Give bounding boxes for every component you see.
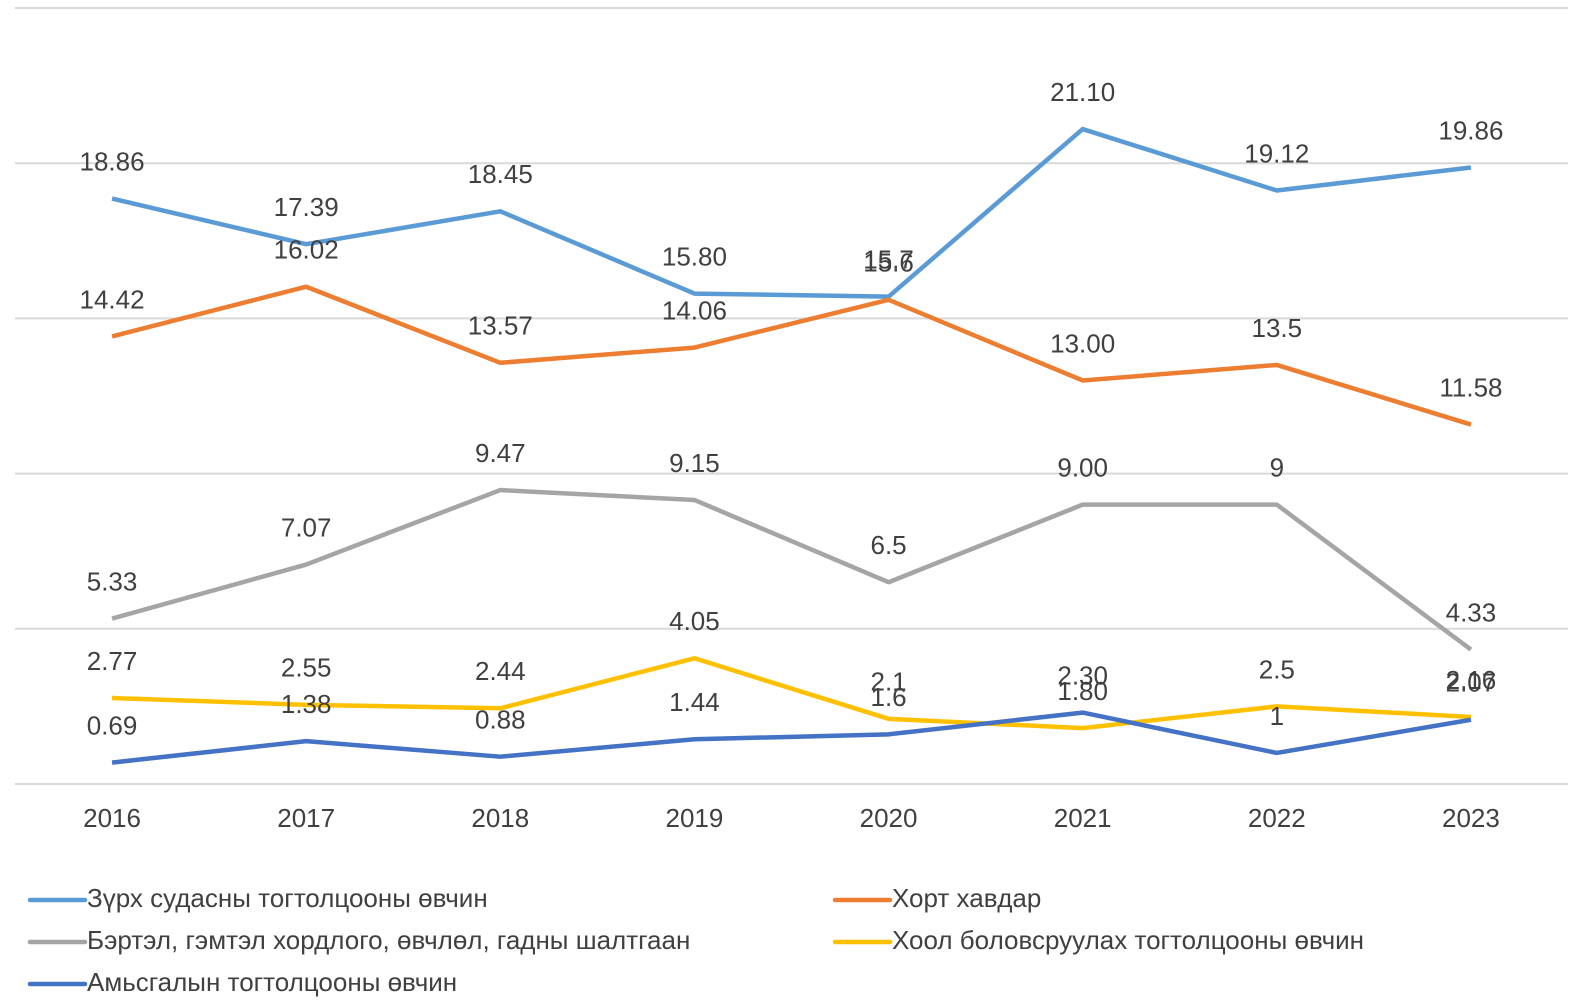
data-label: 0.88 <box>475 705 526 735</box>
data-label: 19.86 <box>1438 115 1503 145</box>
series-line <box>111 126 1472 299</box>
data-label: 17.39 <box>274 192 339 222</box>
data-label: 15.7 <box>863 245 914 275</box>
legend-label: Зүрх судасны тогтолцооны өвчин <box>87 883 488 913</box>
data-label: 9.15 <box>669 448 720 478</box>
data-label: 13.57 <box>468 311 533 341</box>
data-label: 1.44 <box>669 687 720 717</box>
data-label: 15.6 <box>863 248 914 278</box>
series-line <box>111 710 1472 765</box>
data-label: 7.07 <box>281 512 332 542</box>
data-label: 1 <box>1270 701 1284 731</box>
data-label: 4.05 <box>669 606 720 636</box>
data-label: 1.6 <box>870 682 906 712</box>
data-label: 13.5 <box>1252 313 1303 343</box>
data-label: 2.16 <box>1446 665 1497 695</box>
data-label: 14.06 <box>662 295 727 325</box>
data-label: 9 <box>1270 453 1284 483</box>
data-label: 6.5 <box>870 530 906 560</box>
data-label: 5.33 <box>87 566 138 596</box>
x-tick-label: 2016 <box>83 803 141 833</box>
data-label: 2.30 <box>1057 660 1108 690</box>
x-tick-label: 2023 <box>1442 803 1500 833</box>
legend-label: Амьсгалын тогтолцооны өвчин <box>87 967 457 997</box>
data-label: 2.1 <box>870 667 906 697</box>
data-label: 14.42 <box>80 284 145 314</box>
data-label: 4.33 <box>1446 597 1497 627</box>
data-label: 9.47 <box>475 438 526 468</box>
legend-label: Бэртэл, гэмтэл хордлого, өвчлөл, гадны ш… <box>87 925 690 955</box>
legend-label: Хорт хавдар <box>892 883 1041 913</box>
data-label: 1.80 <box>1057 676 1108 706</box>
x-tick-label: 2022 <box>1248 803 1306 833</box>
data-label: 18.86 <box>80 146 145 176</box>
data-label: 2.44 <box>475 656 526 686</box>
data-label: 2.07 <box>1446 668 1497 698</box>
data-label: 16.02 <box>274 235 339 265</box>
data-label: 0.69 <box>87 710 138 740</box>
data-label: 2.77 <box>87 646 138 676</box>
data-label: 13.00 <box>1050 328 1115 358</box>
data-label: 2.55 <box>281 653 332 683</box>
x-tick-label: 2018 <box>471 803 529 833</box>
x-tick-label: 2021 <box>1054 803 1112 833</box>
series-line <box>111 284 1472 427</box>
data-label: 21.10 <box>1050 77 1115 107</box>
data-label: 15.80 <box>662 241 727 271</box>
series-line <box>111 656 1472 731</box>
data-label: 11.58 <box>1439 372 1502 402</box>
data-label: 19.12 <box>1244 138 1309 168</box>
data-label: 1.38 <box>281 689 332 719</box>
legend-label: Хоол боловсруулах тогтолцооны өвчин <box>892 925 1364 955</box>
x-tick-label: 2019 <box>666 803 724 833</box>
series-line <box>111 487 1473 652</box>
data-label: 18.45 <box>468 159 533 189</box>
x-tick-label: 2017 <box>277 803 335 833</box>
data-label: 9.00 <box>1057 453 1108 483</box>
data-label: 2.5 <box>1259 654 1295 684</box>
x-tick-label: 2020 <box>860 803 918 833</box>
